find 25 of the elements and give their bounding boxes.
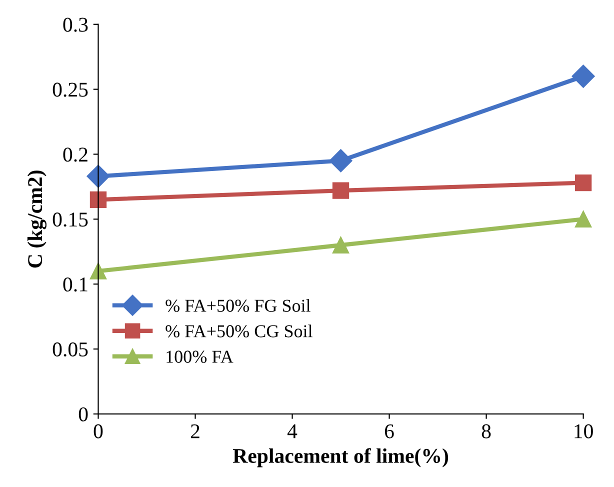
x-tick-label: 8 (482, 424, 491, 438)
y-axis-title: C (kg/cm2) (27, 170, 47, 268)
y-tick-label: 0.2 (63, 148, 88, 162)
x-axis-title: Replacement of lime(%) (232, 448, 448, 468)
legend-label: 100% FA (166, 350, 234, 363)
y-tick-label: 0 (78, 407, 88, 422)
x-tick-label: 6 (384, 424, 394, 438)
point (574, 174, 592, 192)
point (329, 149, 352, 172)
point (90, 191, 107, 208)
y-tick-label: 0.25 (52, 82, 88, 97)
point (332, 182, 350, 199)
x-tick-label: 2 (190, 424, 200, 438)
y-tick-label: 0.05 (52, 342, 88, 357)
legend-label: % FA+50% FG Soil (166, 299, 310, 312)
x-tick-label: 0 (94, 424, 103, 438)
y-tick-label: 0.15 (52, 212, 88, 227)
point (574, 210, 592, 228)
y-tick-label: 0.1 (63, 277, 88, 292)
point (332, 236, 350, 254)
legend-label: % FA+50% CG Soil (166, 324, 312, 338)
y-tick-label: 0.3 (63, 18, 88, 32)
x-tick-label: 4 (287, 424, 298, 438)
point (572, 64, 595, 88)
x-tick-label: 10 (574, 424, 593, 438)
